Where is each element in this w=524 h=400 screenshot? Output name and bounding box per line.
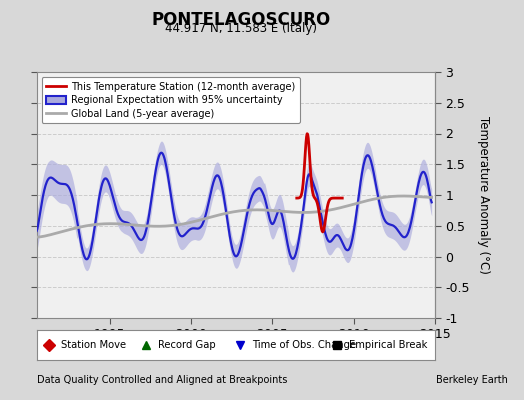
Text: Station Move: Station Move [61, 340, 126, 350]
Text: 44.917 N, 11.583 E (Italy): 44.917 N, 11.583 E (Italy) [165, 22, 317, 35]
Text: Time of Obs. Change: Time of Obs. Change [252, 340, 356, 350]
Text: Record Gap: Record Gap [158, 340, 216, 350]
Text: Berkeley Earth: Berkeley Earth [436, 375, 508, 385]
Text: Data Quality Controlled and Aligned at Breakpoints: Data Quality Controlled and Aligned at B… [37, 375, 287, 385]
Text: Empirical Break: Empirical Break [350, 340, 428, 350]
Text: PONTELAGOSCURO: PONTELAGOSCURO [151, 11, 331, 29]
Y-axis label: Temperature Anomaly (°C): Temperature Anomaly (°C) [477, 116, 490, 274]
Legend: This Temperature Station (12-month average), Regional Expectation with 95% uncer: This Temperature Station (12-month avera… [41, 77, 300, 123]
